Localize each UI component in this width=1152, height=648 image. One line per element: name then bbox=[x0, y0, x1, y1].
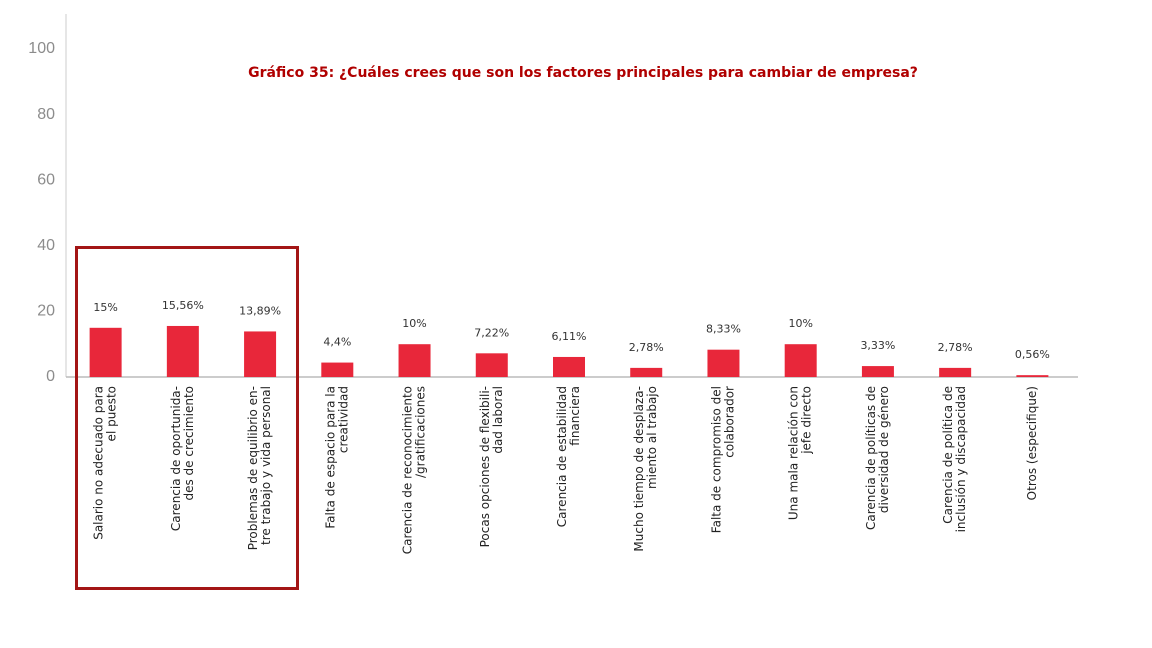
x-tick-label: Pocas opciones de flexibili- bbox=[478, 386, 492, 547]
bar bbox=[398, 344, 431, 377]
chart-title: Gráfico 35: ¿Cuáles crees que son los fa… bbox=[248, 65, 918, 81]
x-tick-label: Salario no adecuado para bbox=[92, 386, 106, 540]
value-label: 10% bbox=[402, 317, 426, 330]
x-tick-label: Una mala relación con bbox=[787, 386, 801, 520]
x-tick-label: /gratificaciones bbox=[414, 386, 428, 478]
value-label: 8,33% bbox=[706, 323, 741, 336]
bar bbox=[630, 367, 663, 377]
bar bbox=[939, 367, 972, 377]
x-tick-label: financiera bbox=[568, 386, 582, 446]
x-tick-label: el puesto bbox=[105, 386, 119, 441]
x-tick-label: Mucho tiempo de desplaza- bbox=[632, 386, 646, 552]
value-label: 2,78% bbox=[938, 341, 973, 354]
bar bbox=[707, 349, 740, 377]
bar bbox=[475, 353, 508, 377]
bar bbox=[553, 356, 585, 377]
bar bbox=[861, 366, 894, 377]
x-tick-label: Falta de compromiso del bbox=[709, 386, 723, 533]
value-label: 2,78% bbox=[629, 341, 664, 354]
x-tick-label: Falta de espacio para la bbox=[323, 386, 337, 529]
y-tick-label: 80 bbox=[37, 106, 55, 123]
highlight-box bbox=[75, 246, 299, 590]
value-label: 6,11% bbox=[552, 330, 587, 343]
x-tick-label: des de crecimiento bbox=[182, 386, 196, 501]
x-tick-label: diversidad de género bbox=[877, 386, 891, 513]
bar bbox=[89, 327, 122, 377]
x-tick-label: Problemas de equilibrio en- bbox=[246, 386, 260, 550]
x-tick-label: jefe directo bbox=[800, 386, 814, 455]
value-label: 7,22% bbox=[474, 326, 509, 339]
value-label: 0,56% bbox=[1015, 348, 1050, 361]
y-tick-label: 0 bbox=[46, 368, 55, 385]
x-tick-label: Carencia de oportunida- bbox=[169, 386, 183, 531]
x-tick-label: Carencia de políticas de bbox=[864, 386, 878, 530]
bar bbox=[321, 362, 354, 377]
y-tick-label: 100 bbox=[28, 40, 55, 57]
bar bbox=[244, 331, 277, 377]
x-tick-label: Carencia de política de bbox=[941, 386, 955, 524]
x-tick-label: Otros (especifique) bbox=[1025, 386, 1039, 500]
bar bbox=[1016, 375, 1049, 377]
value-label: 3,33% bbox=[860, 339, 895, 352]
x-tick-label: creatividad bbox=[336, 386, 350, 453]
value-label: 10% bbox=[788, 317, 812, 330]
y-tick-label: 60 bbox=[37, 171, 55, 188]
x-tick-label: colaborador bbox=[722, 386, 736, 458]
value-label: 4,4% bbox=[323, 336, 351, 349]
bar bbox=[784, 344, 817, 377]
x-tick-label: Carencia de reconocimiento bbox=[401, 386, 415, 554]
x-tick-label: tre trabajo y vida personal bbox=[259, 386, 273, 545]
x-tick-label: Carencia de estabilidad bbox=[555, 386, 569, 527]
value-label: 15,56% bbox=[162, 299, 204, 312]
x-tick-label: dad laboral bbox=[491, 386, 505, 454]
value-label: 13,89% bbox=[239, 304, 281, 317]
x-tick-label: inclusión y discapacidad bbox=[954, 386, 968, 532]
y-tick-label: 40 bbox=[37, 237, 55, 254]
x-tick-label: miento al trabajo bbox=[645, 386, 659, 489]
value-label: 15% bbox=[93, 301, 117, 314]
bar bbox=[166, 325, 199, 377]
y-tick-label: 20 bbox=[37, 303, 55, 320]
